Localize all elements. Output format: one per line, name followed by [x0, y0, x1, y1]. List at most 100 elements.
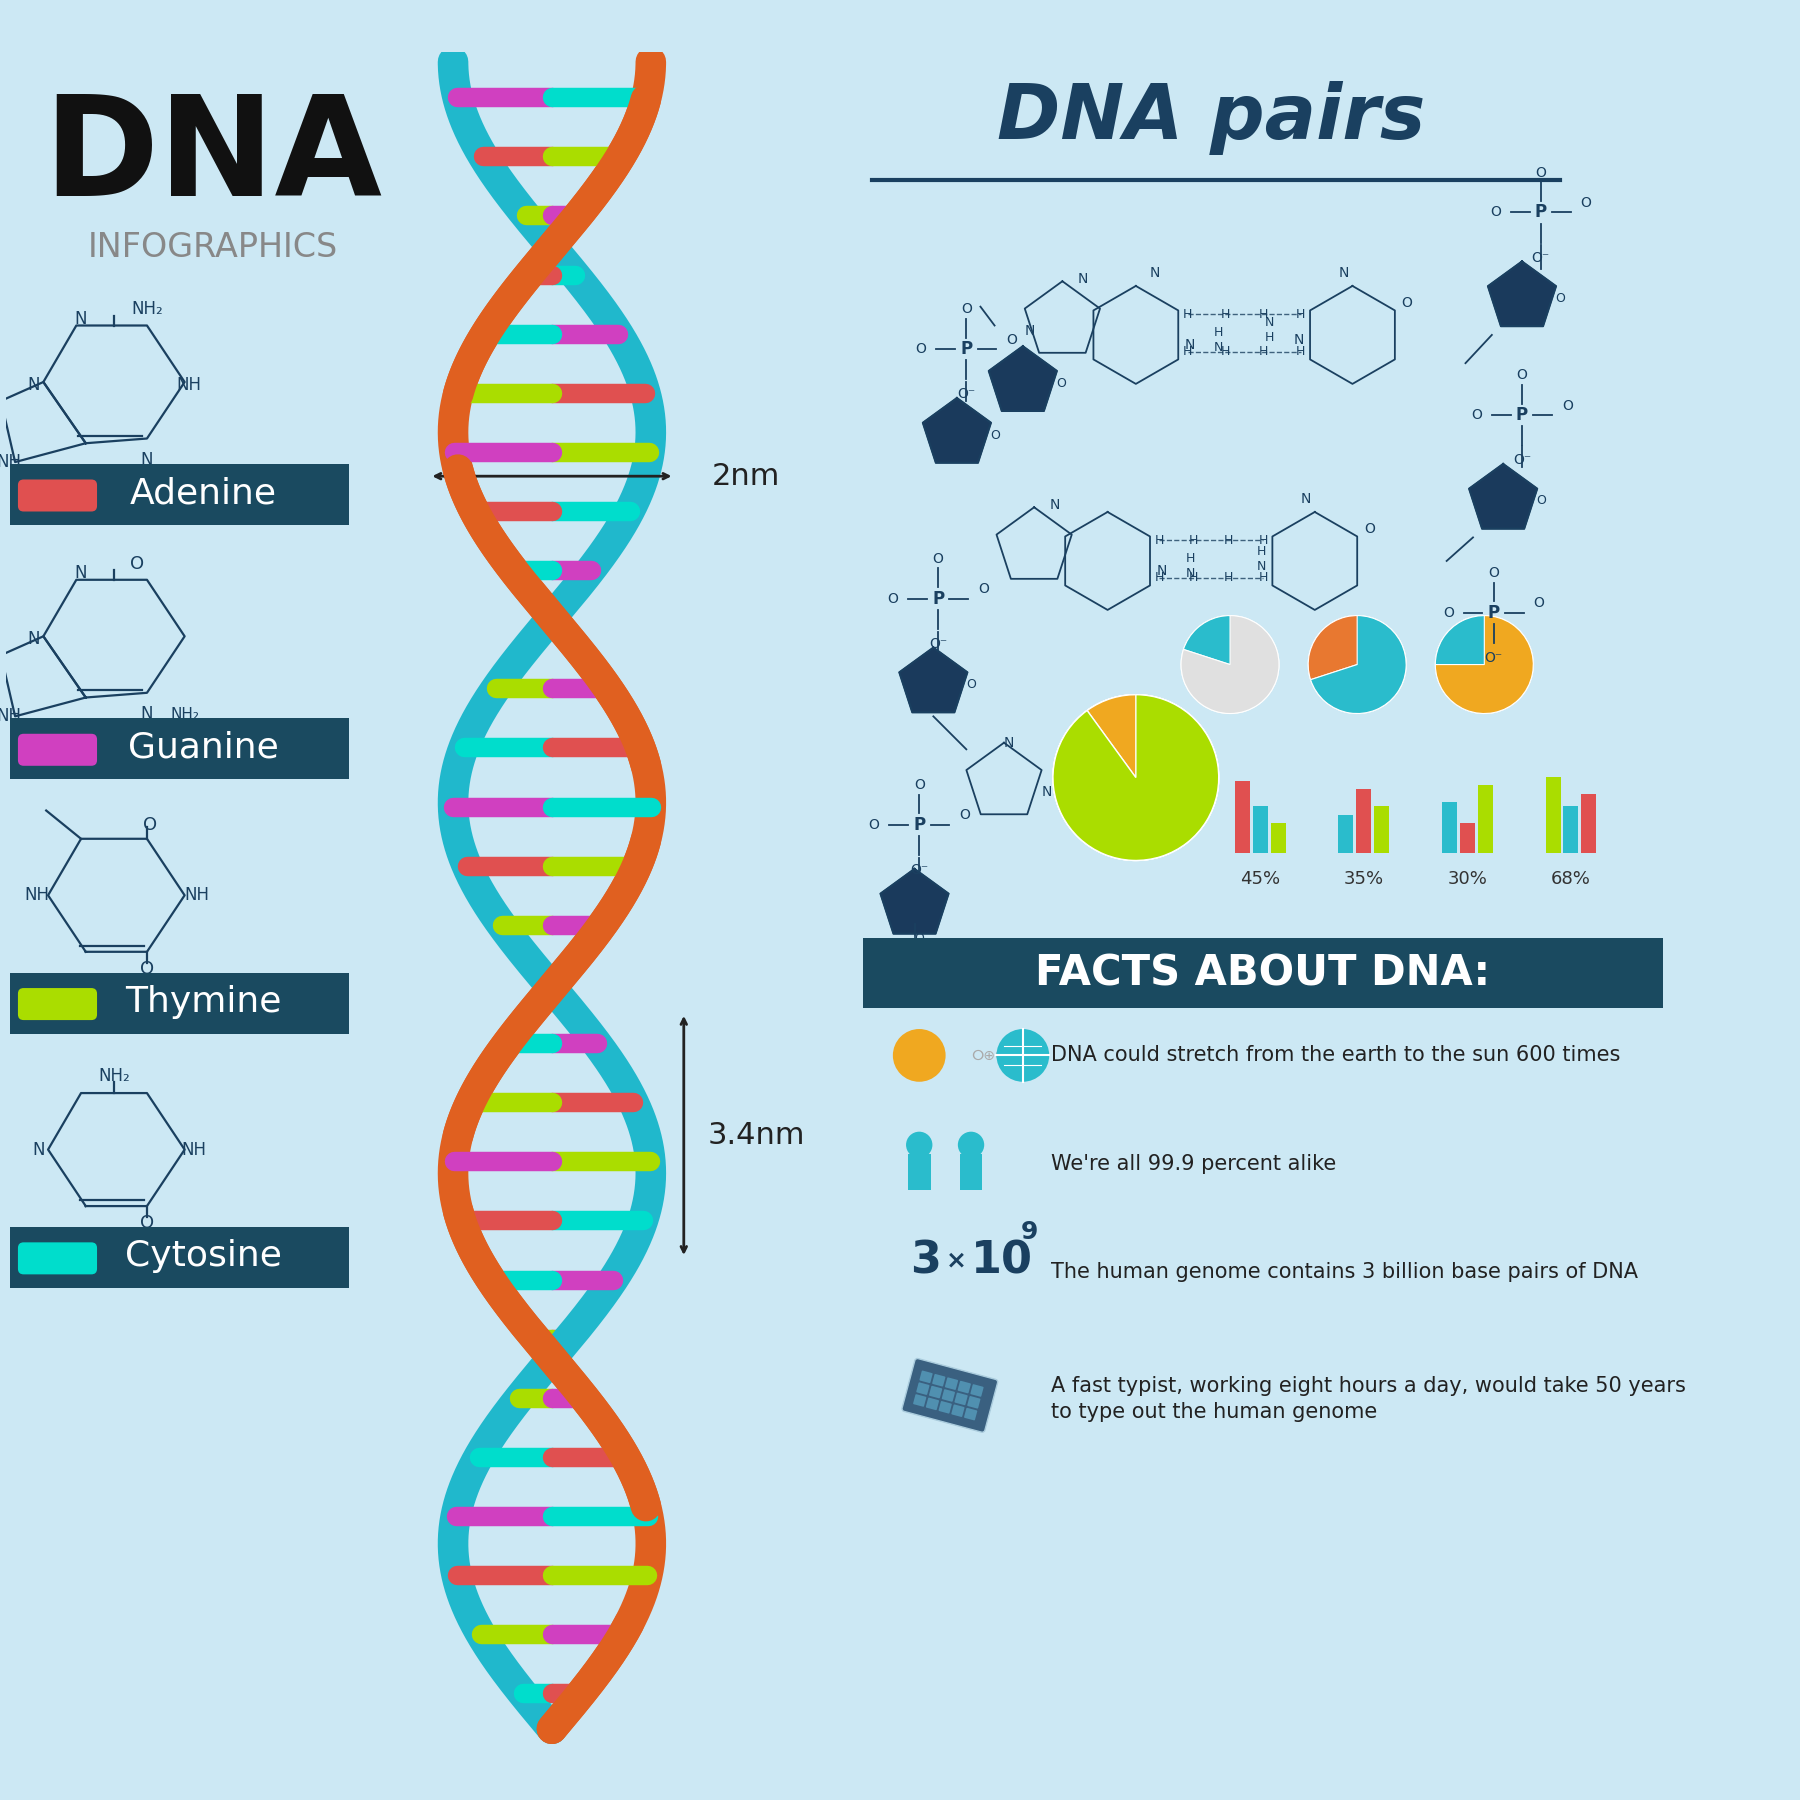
- Bar: [959, 1154, 983, 1190]
- Text: N: N: [1004, 736, 1015, 751]
- Text: H
N: H N: [1213, 326, 1224, 353]
- Text: We're all 99.9 percent alike: We're all 99.9 percent alike: [1051, 1154, 1336, 1174]
- Text: Cytosine: Cytosine: [124, 1240, 283, 1273]
- Text: N: N: [1078, 272, 1087, 286]
- Polygon shape: [880, 869, 949, 934]
- Text: DNA pairs: DNA pairs: [997, 81, 1426, 155]
- Wedge shape: [1435, 616, 1499, 713]
- Bar: [1460, 823, 1474, 853]
- Text: O: O: [1444, 607, 1454, 619]
- Wedge shape: [1183, 616, 1280, 711]
- FancyBboxPatch shape: [967, 1397, 981, 1409]
- Text: H: H: [1156, 571, 1165, 585]
- Text: O: O: [916, 342, 927, 356]
- FancyBboxPatch shape: [18, 988, 97, 1021]
- Text: O: O: [130, 554, 144, 572]
- Text: P: P: [1516, 407, 1528, 425]
- Text: 68%: 68%: [1552, 869, 1591, 887]
- Text: O: O: [990, 428, 999, 441]
- Wedge shape: [1053, 695, 1219, 860]
- Text: N: N: [1184, 338, 1195, 353]
- Text: H: H: [1296, 346, 1305, 358]
- Text: O: O: [869, 817, 880, 832]
- Wedge shape: [1309, 616, 1386, 713]
- FancyBboxPatch shape: [11, 718, 349, 779]
- FancyBboxPatch shape: [970, 1384, 983, 1397]
- FancyBboxPatch shape: [952, 1404, 965, 1417]
- Text: O: O: [1534, 596, 1544, 610]
- Text: P: P: [913, 815, 925, 833]
- Polygon shape: [923, 398, 992, 463]
- Text: DNA: DNA: [43, 90, 382, 225]
- Text: O: O: [959, 808, 970, 823]
- Bar: [1546, 776, 1561, 853]
- FancyBboxPatch shape: [18, 1242, 97, 1274]
- Text: O: O: [977, 581, 988, 596]
- Polygon shape: [900, 648, 967, 713]
- FancyBboxPatch shape: [941, 1390, 956, 1402]
- Text: 10: 10: [970, 1238, 1033, 1282]
- Text: P: P: [932, 590, 945, 608]
- FancyBboxPatch shape: [945, 1377, 958, 1390]
- Wedge shape: [1435, 616, 1534, 711]
- Text: O⁻: O⁻: [1512, 454, 1532, 468]
- Text: N: N: [32, 1141, 45, 1159]
- Wedge shape: [1181, 616, 1246, 713]
- Text: O: O: [1517, 369, 1528, 382]
- Text: Adenine: Adenine: [130, 477, 277, 511]
- Text: O: O: [1402, 295, 1413, 310]
- Text: Guanine: Guanine: [128, 731, 279, 765]
- Bar: [1582, 794, 1597, 853]
- Bar: [1271, 823, 1285, 853]
- Text: 3: 3: [909, 1238, 941, 1282]
- Text: O: O: [967, 679, 976, 691]
- Text: NH: NH: [176, 376, 202, 394]
- Text: DNA could stretch from the earth to the sun 600 times: DNA could stretch from the earth to the …: [1051, 1046, 1620, 1066]
- FancyBboxPatch shape: [965, 1408, 977, 1420]
- Bar: [1478, 785, 1492, 853]
- Text: O: O: [1006, 333, 1017, 347]
- Wedge shape: [1053, 695, 1219, 860]
- FancyBboxPatch shape: [932, 1373, 945, 1386]
- Text: O: O: [932, 553, 943, 565]
- FancyBboxPatch shape: [954, 1393, 968, 1406]
- Text: N: N: [1157, 563, 1166, 578]
- Text: N
H: N H: [1265, 317, 1274, 344]
- Text: O: O: [1471, 409, 1481, 421]
- Text: NH: NH: [0, 454, 22, 472]
- Text: 2nm: 2nm: [713, 461, 781, 491]
- Text: O: O: [1580, 196, 1591, 211]
- Bar: [1442, 803, 1456, 853]
- Text: H: H: [1258, 535, 1267, 547]
- Text: O: O: [142, 815, 157, 833]
- Wedge shape: [1053, 695, 1215, 860]
- Text: NH: NH: [182, 1141, 207, 1159]
- Text: O⁻: O⁻: [1532, 250, 1550, 265]
- Circle shape: [997, 1030, 1049, 1082]
- Text: NH₂: NH₂: [99, 1067, 130, 1085]
- FancyBboxPatch shape: [929, 1386, 941, 1399]
- Text: N: N: [1150, 266, 1161, 279]
- Text: 35%: 35%: [1343, 869, 1384, 887]
- Text: NH: NH: [0, 707, 22, 725]
- Text: O: O: [140, 959, 155, 977]
- Text: 9: 9: [1021, 1220, 1039, 1244]
- Text: O: O: [914, 932, 925, 945]
- Text: N: N: [1294, 333, 1305, 347]
- Circle shape: [958, 1132, 985, 1157]
- Text: H: H: [1296, 308, 1305, 320]
- Text: N: N: [27, 376, 40, 394]
- Text: P: P: [959, 340, 972, 358]
- Text: NH: NH: [23, 886, 49, 904]
- Circle shape: [893, 1030, 945, 1082]
- Text: H: H: [1258, 308, 1267, 320]
- FancyBboxPatch shape: [925, 1397, 940, 1409]
- Wedge shape: [1053, 695, 1219, 857]
- Text: H
N: H N: [1186, 551, 1195, 580]
- Text: 45%: 45%: [1240, 869, 1280, 887]
- Text: H: H: [1224, 535, 1233, 547]
- Text: O: O: [961, 302, 972, 317]
- Wedge shape: [1435, 616, 1534, 713]
- Text: 3.4nm: 3.4nm: [707, 1121, 805, 1150]
- Text: O⁻: O⁻: [929, 637, 947, 652]
